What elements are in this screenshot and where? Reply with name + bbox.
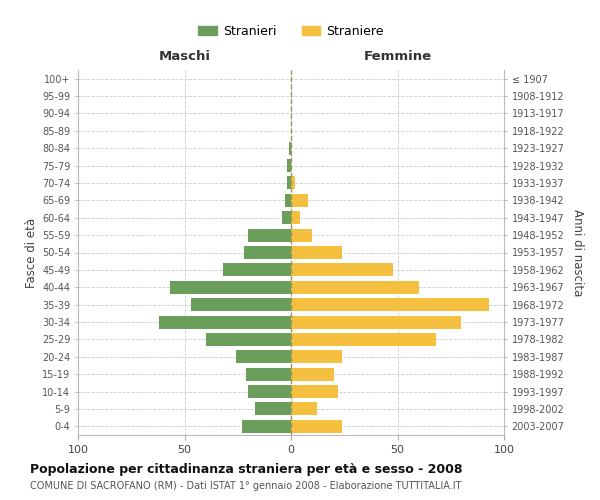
Bar [284,194,291,207]
Bar [291,368,334,380]
Bar [159,316,291,328]
Bar [291,228,313,241]
Bar [291,211,299,224]
Bar [287,159,291,172]
Text: Maschi: Maschi [158,50,211,63]
Bar [291,298,489,311]
Bar [248,385,291,398]
Bar [291,333,436,346]
Text: Femmine: Femmine [364,50,431,63]
Bar [248,228,291,241]
Bar [244,246,291,259]
Bar [191,298,291,311]
Bar [291,385,338,398]
Bar [291,246,342,259]
Legend: Stranieri, Straniere: Stranieri, Straniere [198,25,384,38]
Bar [246,368,291,380]
Y-axis label: Fasce di età: Fasce di età [25,218,38,288]
Bar [291,194,308,207]
Bar [291,402,317,415]
Bar [283,211,291,224]
Bar [291,176,295,190]
Y-axis label: Anni di nascita: Anni di nascita [571,209,584,296]
Bar [291,264,393,276]
Bar [206,333,291,346]
Bar [236,350,291,364]
Bar [170,280,291,294]
Text: COMUNE DI SACROFANO (RM) - Dati ISTAT 1° gennaio 2008 - Elaborazione TUTTITALIA.: COMUNE DI SACROFANO (RM) - Dati ISTAT 1°… [30,481,461,491]
Bar [223,264,291,276]
Bar [291,420,342,433]
Bar [291,316,461,328]
Bar [287,176,291,190]
Bar [255,402,291,415]
Bar [289,142,291,154]
Text: Popolazione per cittadinanza straniera per età e sesso - 2008: Popolazione per cittadinanza straniera p… [30,462,463,475]
Bar [291,280,419,294]
Bar [242,420,291,433]
Bar [291,350,342,364]
